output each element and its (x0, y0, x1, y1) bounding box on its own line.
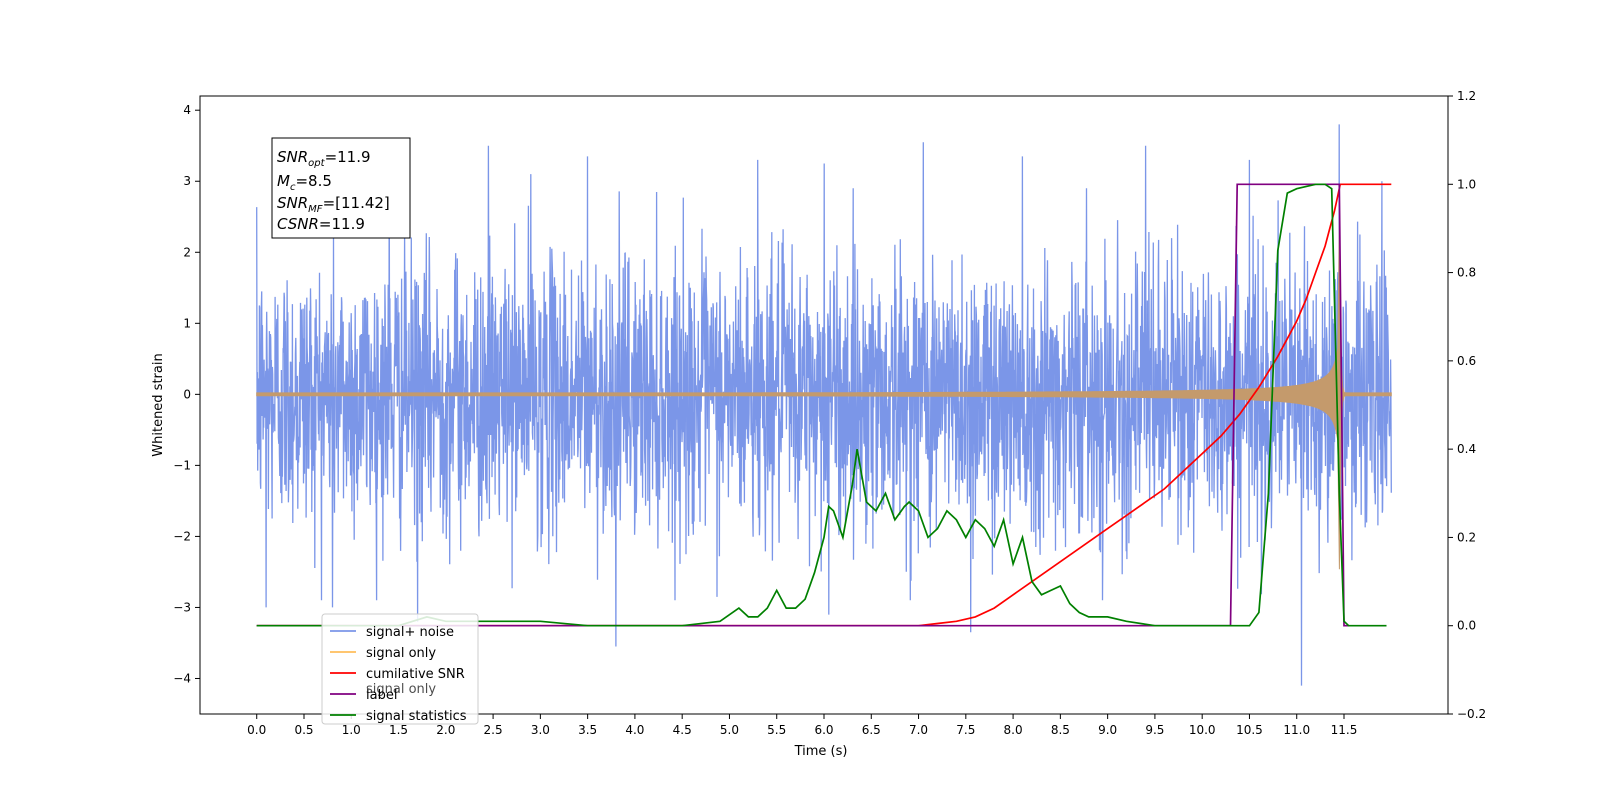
x-tick-label: 11.5 (1331, 723, 1358, 737)
x-tick-label: 9.5 (1145, 723, 1164, 737)
y-tick-label: 1 (183, 316, 191, 330)
x-tick-label: 11.0 (1283, 723, 1310, 737)
y-tick-label: 2 (183, 245, 191, 259)
x-tick-label: 3.5 (578, 723, 597, 737)
x-tick-label: 9.0 (1098, 723, 1117, 737)
annotation-snr-mf: SNRMF=[11.42] (277, 194, 390, 215)
legend-entry-label: signal only (366, 646, 436, 661)
x-tick-label: 5.0 (720, 723, 739, 737)
x-tick-label: 5.5 (767, 723, 786, 737)
x-tick-label: 0.0 (247, 723, 266, 737)
y-tick-label: −3 (173, 600, 191, 614)
x-tick-label: 8.5 (1051, 723, 1070, 737)
x-tick-label: 0.5 (294, 723, 313, 737)
series-signal-statistics (256, 183, 1387, 627)
x-tick-label: 4.0 (625, 723, 644, 737)
x-tick-label: 6.5 (862, 723, 881, 737)
y-right-tick-label: 0.4 (1457, 442, 1476, 456)
y-right-tick-label: 1.0 (1457, 177, 1476, 191)
x-tick-label: 2.0 (436, 723, 455, 737)
x-tick-label: 4.5 (673, 723, 692, 737)
y-tick-label: 3 (183, 174, 191, 188)
x-axis-label: Time (s) (794, 744, 848, 759)
y-tick-label: 0 (183, 387, 191, 401)
x-tick-label: 8.0 (1004, 723, 1023, 737)
legend-entry-label: signal+ noise (366, 625, 454, 640)
legend-ghost-text: signal only (366, 682, 436, 697)
x-tick-label: 7.5 (956, 723, 975, 737)
series-signal-only (256, 219, 1392, 570)
x-tick-label: 10.5 (1236, 723, 1263, 737)
series-layer (256, 124, 1392, 686)
series-label (256, 183, 1349, 627)
y-tick-label: −1 (173, 458, 191, 472)
y-right-tick-label: 1.2 (1457, 89, 1476, 103)
y-axis-ticks: 4 3 2 1 0 −1 −2 −3 −4 (173, 103, 200, 685)
annotation-snr-opt: SNRopt=11.9 (277, 148, 371, 169)
x-tick-label: 1.0 (342, 723, 361, 737)
x-tick-label: 6.0 (814, 723, 833, 737)
x-tick-label: 2.5 (484, 723, 503, 737)
x-tick-label: 3.0 (531, 723, 550, 737)
y-tick-label: 4 (183, 103, 191, 117)
annotation-csnr: CSNR=11.9 (277, 215, 365, 233)
annotation-mc: Mc=8.5 (277, 172, 332, 193)
legend-entry-label: signal statistics (366, 709, 467, 724)
x-tick-label: 1.5 (389, 723, 408, 737)
y-right-tick-label: −0.2 (1457, 707, 1486, 721)
x-tick-label: 10.0 (1189, 723, 1216, 737)
x-axis-ticks: 0.0 0.5 1.0 1.5 2.0 2.5 3.0 3.5 4.0 4.5 5.0 5.5 6.0 6… (247, 714, 1357, 737)
y-right-tick-label: 0.8 (1457, 266, 1476, 280)
y-axis-label: Whitened strain (151, 353, 166, 456)
legend-frame (321, 613, 479, 725)
legend-entry-label: label (366, 688, 397, 703)
x-tick-label: 7.0 (909, 723, 928, 737)
y-right-tick-label: 0.0 (1457, 619, 1476, 633)
y-tick-label: −2 (173, 529, 191, 543)
legend-entry-label: cumilative SNR (366, 667, 465, 682)
series-cumulative-snr (256, 183, 1392, 627)
annotation-box: SNRopt=11.9 Mc=8.5 SNRMF=[11.42] CSNR=11… (271, 137, 411, 239)
y-axis-right-ticks: 1.2 1.0 0.8 0.6 0.4 0.2 0.0 −0.2 (1448, 89, 1486, 721)
y-right-tick-label: 0.2 (1457, 530, 1476, 544)
y-tick-label: −4 (173, 671, 191, 685)
y-right-tick-label: 0.6 (1457, 354, 1476, 368)
